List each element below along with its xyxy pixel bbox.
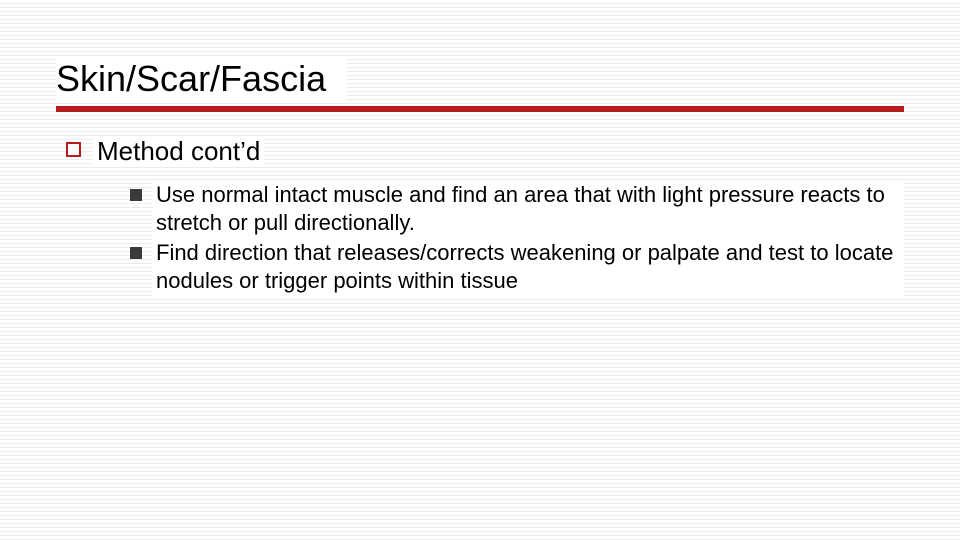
list-item: Use normal intact muscle and find an are… <box>130 181 904 237</box>
solid-square-bullet-icon <box>130 189 142 201</box>
solid-square-bullet-icon <box>130 247 142 259</box>
list-item-text: Use normal intact muscle and find an are… <box>152 181 904 237</box>
title-rule <box>56 106 904 112</box>
slide-content: Skin/Scar/Fascia Method cont’d Use norma… <box>0 0 960 296</box>
hollow-square-bullet-icon <box>66 142 81 157</box>
list-item: Find direction that releases/corrects we… <box>130 239 904 295</box>
slide-title: Skin/Scar/Fascia <box>56 58 346 100</box>
level2-list: Use normal intact muscle and find an are… <box>130 181 904 296</box>
level1-label: Method cont’d <box>93 136 264 167</box>
level1-block: Method cont’d Use normal intact muscle a… <box>66 136 904 296</box>
level1-row: Method cont’d <box>66 136 904 167</box>
list-item-text: Find direction that releases/corrects we… <box>152 239 904 295</box>
